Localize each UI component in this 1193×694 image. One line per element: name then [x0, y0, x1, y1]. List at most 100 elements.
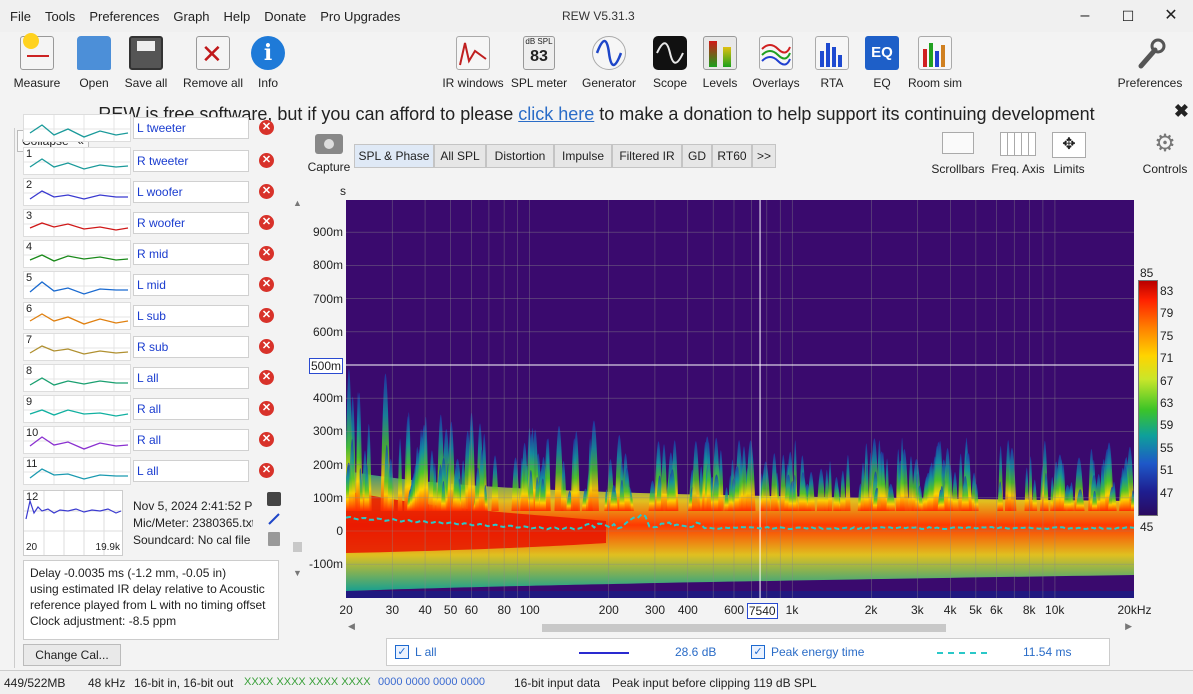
- measurement-row[interactable]: 10 R all ✕: [17, 425, 285, 456]
- measurement-thumbnail[interactable]: 1: [23, 147, 131, 175]
- info-button[interactable]: i Info: [250, 36, 286, 90]
- open-button[interactable]: Open: [74, 36, 114, 90]
- measurement-thumbnail[interactable]: [23, 114, 131, 142]
- remove-measurement-icon[interactable]: ✕: [259, 153, 274, 168]
- measurement-thumbnail[interactable]: 5: [23, 271, 131, 299]
- measurement-thumbnail[interactable]: 9: [23, 395, 131, 423]
- controls-button[interactable]: ⚙ Controls: [1142, 130, 1188, 177]
- measurement-name-field[interactable]: L mid: [133, 274, 249, 296]
- measurement-name-field[interactable]: L woofer: [133, 181, 249, 203]
- menu-file[interactable]: File: [10, 9, 31, 24]
- measurement-thumbnail[interactable]: 4: [23, 240, 131, 268]
- generator-button[interactable]: Generator: [580, 36, 638, 90]
- scope-button[interactable]: Scope: [650, 36, 690, 90]
- measurement-thumbnail[interactable]: 10: [23, 426, 131, 454]
- measurement-thumbnail[interactable]: 3: [23, 209, 131, 237]
- menu-pro-upgrades[interactable]: Pro Upgrades: [320, 9, 401, 24]
- maximize-button[interactable]: ☐: [1121, 8, 1135, 24]
- capture-button[interactable]: Capture: [306, 134, 352, 176]
- donate-link[interactable]: click here: [518, 104, 595, 124]
- measurement-thumbnail[interactable]: 7: [23, 333, 131, 361]
- remove-measurement-icon[interactable]: ✕: [259, 277, 274, 292]
- remove-measurement-icon[interactable]: ✕: [259, 463, 274, 478]
- room-sim-button[interactable]: Room sim: [904, 36, 966, 90]
- legend-peak-checkbox[interactable]: ✓: [751, 645, 765, 659]
- measurement-name-field[interactable]: L all: [133, 367, 249, 389]
- menu-help[interactable]: Help: [223, 9, 251, 24]
- more-tabs-button[interactable]: >>: [752, 144, 776, 168]
- save-all-button[interactable]: Save all: [124, 36, 168, 90]
- eq-button[interactable]: EQ EQ: [862, 36, 902, 90]
- graph-scroll-thumb[interactable]: [542, 624, 946, 632]
- tab-spl-phase[interactable]: SPL & Phase: [354, 144, 434, 168]
- tab-all-spl[interactable]: All SPL: [434, 144, 486, 168]
- measurement-notes[interactable]: Delay -0.0035 ms (-1.2 mm, -0.05 in) usi…: [23, 560, 279, 640]
- overlays-button[interactable]: Overlays: [750, 36, 802, 90]
- tab-filtered-ir[interactable]: Filtered IR: [612, 144, 682, 168]
- menu-tools[interactable]: Tools: [44, 9, 76, 24]
- legend-l-all-checkbox[interactable]: ✓: [395, 645, 409, 659]
- measurement-name-field[interactable]: L tweeter: [133, 117, 249, 139]
- minimize-button[interactable]: –: [1080, 7, 1090, 24]
- remove-measurement-icon[interactable]: ✕: [259, 432, 274, 447]
- scroll-down-arrow-icon[interactable]: ▼: [293, 568, 302, 578]
- measurement-name-field[interactable]: R mid: [133, 243, 249, 265]
- spectrogram-plot[interactable]: [346, 200, 1134, 598]
- measurement-row[interactable]: L tweeter ✕: [17, 113, 285, 144]
- measurement-name-field[interactable]: R tweeter: [133, 150, 249, 172]
- change-cal-button[interactable]: Change Cal...: [23, 644, 121, 666]
- tab-gd[interactable]: GD: [682, 144, 712, 168]
- left-panel-scroll-thumb[interactable]: [293, 542, 302, 552]
- limits-button[interactable]: ✥ Limits: [1048, 132, 1090, 176]
- rta-button[interactable]: RTA: [814, 36, 850, 90]
- scrollbars-button[interactable]: Scrollbars: [930, 132, 986, 176]
- remove-all-button[interactable]: ✕ Remove all: [182, 36, 244, 90]
- measurement-thumbnail[interactable]: 8: [23, 364, 131, 392]
- scroll-right-arrow-icon[interactable]: ▶: [1125, 621, 1132, 631]
- scroll-up-arrow-icon[interactable]: ▲: [293, 198, 302, 208]
- measurement-name-field[interactable]: L all: [133, 460, 249, 482]
- measurement-name-field[interactable]: R all: [133, 398, 249, 420]
- measurement-thumbnail[interactable]: 6: [23, 302, 131, 330]
- measure-button[interactable]: Measure: [12, 33, 62, 90]
- remove-measurement-icon[interactable]: ✕: [259, 370, 274, 385]
- spl-meter-button[interactable]: dB SPL 83 SPL meter: [510, 36, 568, 90]
- left-panel-scrollbar[interactable]: ▲ ▼: [290, 196, 304, 616]
- tab-distortion[interactable]: Distortion: [486, 144, 554, 168]
- save-icon[interactable]: [267, 492, 281, 506]
- menu-donate[interactable]: Donate: [264, 9, 307, 24]
- close-window-button[interactable]: ✕: [1164, 7, 1178, 24]
- tab-impulse[interactable]: Impulse: [554, 144, 612, 168]
- levels-button[interactable]: Levels: [700, 36, 740, 90]
- measurement-name-field[interactable]: R all: [133, 429, 249, 451]
- remove-measurement-icon[interactable]: ✕: [259, 308, 274, 323]
- selected-measurement-thumbnail[interactable]: 12 20 19.9k: [23, 490, 123, 556]
- measurement-row[interactable]: 11 L all ✕: [17, 456, 285, 487]
- remove-measurement-icon[interactable]: ✕: [259, 401, 274, 416]
- remove-measurement-icon[interactable]: ✕: [259, 184, 274, 199]
- remove-measurement-icon[interactable]: ✕: [259, 246, 274, 261]
- remove-measurement-icon[interactable]: ✕: [259, 120, 274, 135]
- preferences-button[interactable]: Preferences: [1116, 36, 1184, 90]
- menu-graph[interactable]: Graph: [173, 9, 210, 24]
- ir-windows-button[interactable]: IR windows: [440, 36, 506, 90]
- measurement-name-field[interactable]: R sub: [133, 336, 249, 358]
- measurement-name-field[interactable]: R woofer: [133, 212, 249, 234]
- banner-close-icon[interactable]: ✖: [1173, 101, 1189, 121]
- graph-horizontal-scrollbar[interactable]: ◀ ▶: [346, 621, 1134, 634]
- menu-preferences[interactable]: Preferences: [89, 9, 160, 24]
- freq-axis-button[interactable]: Freq. Axis: [990, 132, 1046, 176]
- tab-rt60[interactable]: RT60: [712, 144, 752, 168]
- measurement-thumbnail[interactable]: 11: [23, 457, 131, 485]
- measurement-name-field[interactable]: L sub: [133, 305, 249, 327]
- scroll-left-arrow-icon[interactable]: ◀: [348, 621, 355, 631]
